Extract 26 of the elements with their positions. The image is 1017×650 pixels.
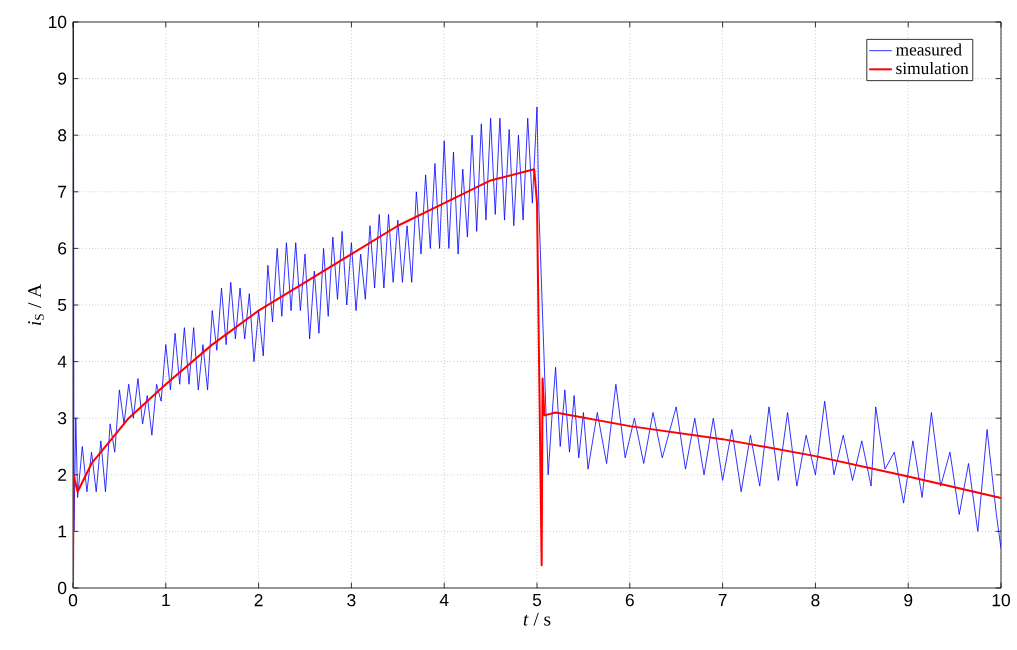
y-tick-label: 8 — [58, 129, 67, 142]
legend-label: measured — [895, 43, 962, 56]
x-tick-label: 0 — [68, 594, 78, 607]
x-tick-label: 8 — [811, 594, 820, 607]
y-tick-label: 7 — [58, 185, 67, 198]
y-tick-label: 5 — [58, 298, 67, 312]
y-tick-label: 10 — [49, 15, 67, 29]
legend-label: simulation — [896, 62, 969, 75]
x-tick-label: 4 — [439, 594, 449, 606]
x-tick-label: 9 — [904, 594, 913, 607]
y-tick-label: 4 — [57, 355, 67, 368]
x-tick-label: 1 — [162, 594, 170, 606]
y-tick-label: 0 — [57, 581, 67, 595]
y-axis-title: i$_{S}$ / A — [28, 284, 44, 326]
y-tick-label: 2 — [58, 468, 67, 481]
x-tick-label: 10 — [992, 594, 1010, 607]
x-tick-label: 2 — [254, 594, 263, 607]
x-tick-label: 3 — [347, 594, 356, 607]
x-tick-label: 5 — [532, 594, 542, 607]
y-tick-label: 9 — [58, 72, 67, 85]
y-tick-label: 3 — [57, 412, 67, 425]
y-tick-label: 1 — [58, 525, 67, 538]
x-tick-label: 6 — [625, 594, 634, 607]
x-tick-label: 7 — [718, 594, 727, 606]
y-tick-label: 6 — [58, 242, 67, 255]
x-axis-title: t / s — [523, 612, 551, 626]
